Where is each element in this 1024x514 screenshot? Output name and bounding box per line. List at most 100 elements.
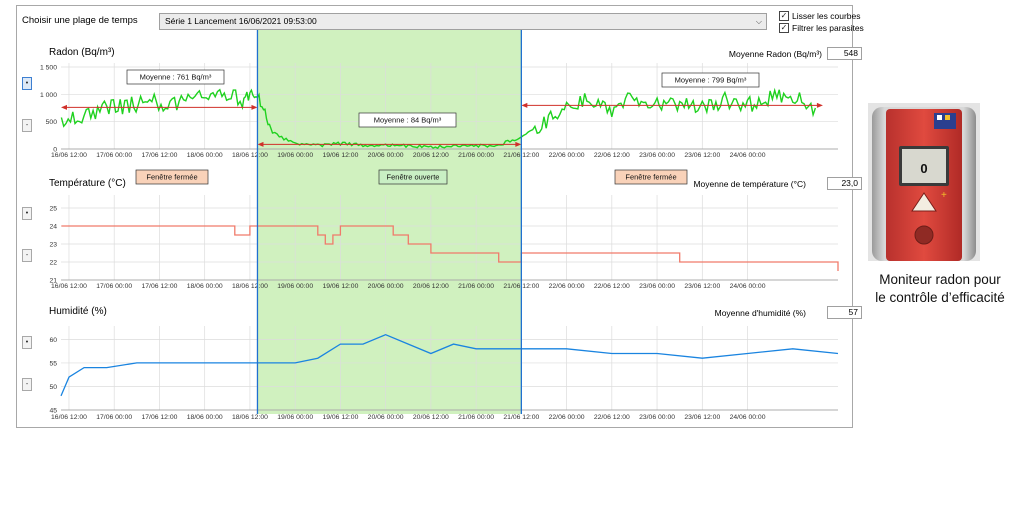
radon-monitor-device-icon: 0 + (868, 103, 980, 261)
x-tick-label: 17/06 12:00 (142, 152, 178, 159)
radon-average-label: Moyenne Radon (Bq/m³) (728, 49, 822, 59)
x-tick-label: 17/06 12:00 (142, 414, 178, 421)
annotation-mean-left: Moyenne : 761 Bq/m³ (126, 69, 225, 85)
y-tick-label: 23 (49, 242, 57, 249)
x-tick-label: 23/06 00:00 (639, 414, 675, 421)
annotation-window-closed-right: Fenêtre fermée (614, 169, 688, 185)
x-tick-label: 16/06 12:00 (51, 414, 87, 421)
annotation-window-closed-left-text: Fenêtre fermée (146, 173, 197, 182)
y-tick-label: 1 000 (40, 92, 57, 99)
radon-average-value: 548 (827, 47, 862, 60)
humidity-zoom-in-button[interactable]: • (22, 336, 32, 349)
x-tick-label: 18/06 00:00 (187, 152, 223, 159)
x-tick-label: 17/06 12:00 (142, 283, 178, 290)
caption-line-2: le contrôle d’efficacité (875, 290, 1005, 305)
radon-monitor-photo: 0 + (868, 103, 980, 261)
x-tick-label: 20/06 00:00 (368, 414, 404, 421)
x-tick-label: 22/06 12:00 (594, 414, 630, 421)
device-screen-value: 0 (920, 161, 927, 176)
x-tick-label: 19/06 00:00 (277, 152, 313, 159)
checkbox-checked-icon[interactable]: ✓ (779, 11, 789, 21)
chevron-down-icon[interactable]: ⌵ (755, 17, 762, 26)
x-tick-label: 20/06 00:00 (368, 283, 404, 290)
y-tick-label: 50 (49, 384, 57, 391)
x-tick-label: 23/06 00:00 (639, 152, 675, 159)
series-select[interactable]: Série 1 Lancement 16/06/2021 09:53:00 ⌵ (159, 13, 767, 30)
x-tick-label: 23/06 12:00 (684, 414, 720, 421)
x-tick-label: 23/06 12:00 (684, 283, 720, 290)
y-tick-label: 1 500 (40, 65, 57, 72)
x-tick-label: 19/06 00:00 (277, 283, 313, 290)
x-tick-label: 22/06 12:00 (594, 152, 630, 159)
temperature-average-value: 23,0 (827, 177, 862, 190)
y-tick-label: 21 (49, 278, 57, 285)
arrow-head-right-icon (515, 141, 522, 147)
annotation-mean-middle-text: Moyenne : 84 Bq/m³ (374, 116, 442, 125)
x-tick-label: 22/06 00:00 (549, 414, 585, 421)
annotation-window-open: Fenêtre ouverte (378, 169, 448, 185)
annotation-window-closed-left-box (135, 169, 209, 185)
x-tick-label: 19/06 12:00 (322, 152, 358, 159)
annotation-window-closed-left: Fenêtre fermée (135, 169, 209, 185)
x-tick-label: 21/06 00:00 (458, 414, 494, 421)
svg-text:+: + (941, 190, 947, 201)
temperature-series-line (61, 225, 839, 271)
arrow-head-left-icon (61, 104, 68, 110)
temperature-panel-title: Température (°C) (49, 178, 126, 189)
arrow-head-right-icon (251, 104, 258, 110)
radon-series-line (60, 87, 817, 150)
x-tick-label: 19/06 12:00 (322, 414, 358, 421)
caption-line-1: Moniteur radon pour (879, 272, 1001, 287)
x-tick-label: 22/06 00:00 (549, 152, 585, 159)
annotation-mean-left-text: Moyenne : 761 Bq/m³ (140, 73, 212, 82)
x-tick-label: 16/06 12:00 (51, 152, 87, 159)
annotation-window-open-box (378, 169, 448, 185)
x-tick-label: 18/06 12:00 (232, 152, 268, 159)
x-tick-label: 18/06 00:00 (187, 283, 223, 290)
humidity-series-line (60, 333, 839, 397)
x-tick-label: 21/06 12:00 (503, 414, 539, 421)
annotation-mean-right-text: Moyenne : 799 Bq/m³ (675, 76, 747, 85)
annotation-mean-right-box (661, 72, 760, 88)
smooth-curves-checkbox[interactable]: ✓ Lisser les courbes (779, 11, 861, 21)
humidity-zoom-out-button[interactable]: - (22, 378, 32, 391)
radon-zoom-in-button[interactable]: • (22, 77, 32, 90)
y-tick-label: 25 (49, 206, 57, 213)
arrow-head-right-icon (816, 102, 823, 108)
x-tick-label: 20/06 00:00 (368, 152, 404, 159)
x-tick-label: 24/06 00:00 (730, 414, 766, 421)
x-tick-label: 17/06 00:00 (96, 152, 132, 159)
time-range-label: Choisir une plage de temps (22, 15, 138, 26)
y-tick-label: 55 (49, 360, 57, 367)
y-tick-label: 0 (53, 147, 57, 154)
x-tick-label: 18/06 12:00 (232, 414, 268, 421)
radon-panel-title: Radon (Bq/m³) (49, 47, 115, 58)
x-tick-label: 21/06 00:00 (458, 283, 494, 290)
filter-noise-label: Filtrer les parasites (792, 23, 864, 33)
x-tick-label: 17/06 00:00 (96, 283, 132, 290)
annotation-mean-middle-box (358, 112, 457, 128)
arrow-head-left-icon (257, 141, 264, 147)
x-tick-label: 23/06 12:00 (684, 152, 720, 159)
x-tick-label: 20/06 12:00 (413, 283, 449, 290)
x-tick-label: 19/06 00:00 (277, 414, 313, 421)
open-window-shade (257, 30, 522, 414)
temperature-zoom-in-button[interactable]: • (22, 207, 32, 220)
radon-zoom-out-button[interactable]: - (22, 119, 32, 132)
y-tick-label: 24 (49, 224, 57, 231)
temperature-average-label: Moyenne de température (°C) (693, 179, 806, 189)
checkbox-checked-icon[interactable]: ✓ (779, 23, 789, 33)
charts-canvas: 16/06 12:00 17/06 00:00 17/06 12:00 18/06 0… (40, 30, 839, 421)
x-tick-label: 20/06 12:00 (413, 414, 449, 421)
annotation-window-closed-right-text: Fenêtre fermée (625, 173, 676, 182)
filter-noise-checkbox[interactable]: ✓ Filtrer les parasites (779, 23, 864, 33)
smooth-curves-label: Lisser les courbes (792, 11, 861, 21)
y-tick-label: 60 (49, 337, 57, 344)
annotation-mean-left-box (126, 69, 225, 85)
x-tick-label: 23/06 00:00 (639, 283, 675, 290)
x-tick-label: 22/06 00:00 (549, 283, 585, 290)
humidity-panel-title: Humidité (%) (49, 306, 107, 317)
humidity-average-label: Moyenne d'humidité (%) (714, 308, 806, 318)
x-tick-label: 24/06 00:00 (730, 152, 766, 159)
temperature-zoom-out-button[interactable]: - (22, 249, 32, 262)
